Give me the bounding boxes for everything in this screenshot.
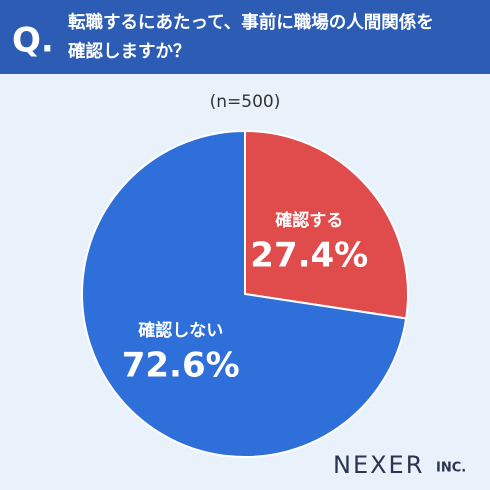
title-line: 転職するにあたって、事前に職場の人間関係を bbox=[68, 12, 434, 33]
pie: 確認する 27.4% 確認しない 72.6% bbox=[81, 129, 409, 458]
subtitle: (n=500) bbox=[210, 92, 281, 112]
value-label: 72.6% bbox=[122, 346, 240, 386]
title-line: 確認しますか？ bbox=[68, 41, 191, 62]
brand-suffix: INC. bbox=[436, 461, 466, 476]
slice-label: 確認しない bbox=[138, 320, 223, 341]
q-mark: Q. bbox=[12, 21, 54, 61]
pie-slice bbox=[81, 129, 408, 458]
brand-name: NEXER bbox=[333, 451, 424, 479]
slice-label: 確認する bbox=[275, 210, 343, 231]
value-label: 27.4% bbox=[250, 235, 368, 275]
header-band bbox=[0, 0, 490, 74]
pie-slice bbox=[244, 129, 409, 320]
